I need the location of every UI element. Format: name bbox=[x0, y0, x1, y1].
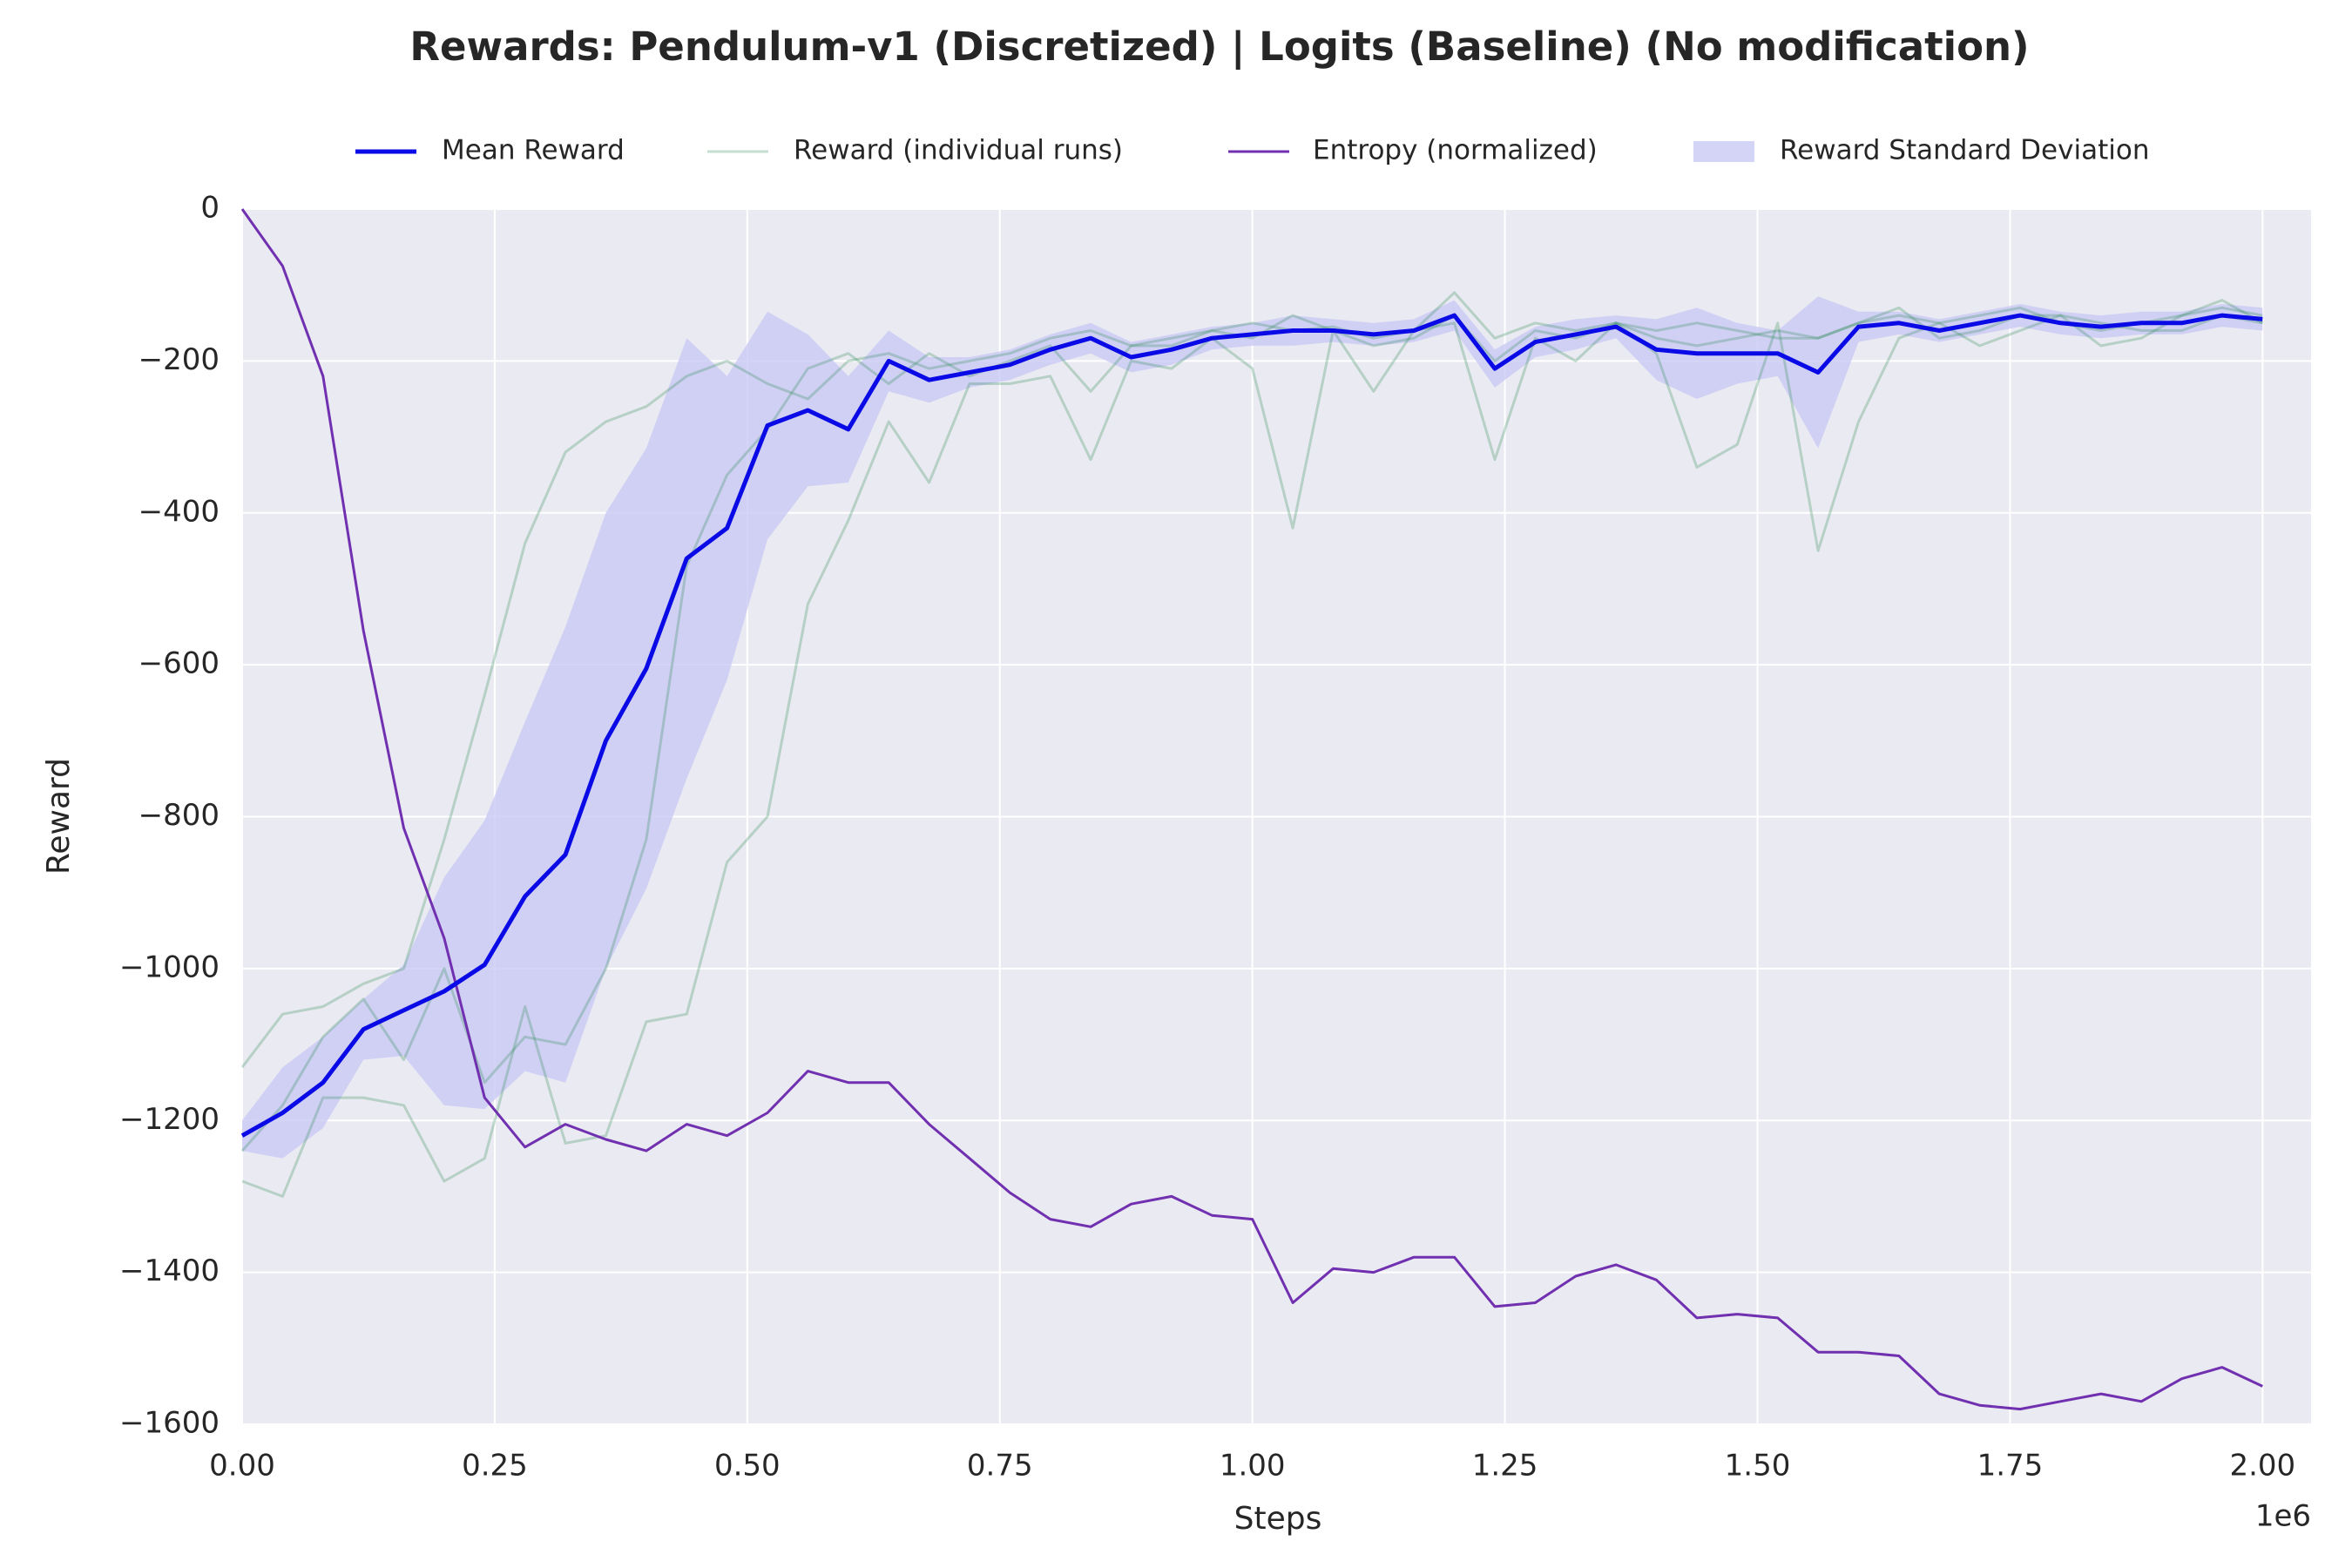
legend-swatch bbox=[1693, 141, 1754, 162]
y-tick-label: 0 bbox=[200, 191, 220, 226]
x-tick-label: 0.00 bbox=[209, 1449, 275, 1484]
x-axis-label: Steps bbox=[1234, 1501, 1322, 1537]
x-tick-label: 2.00 bbox=[2229, 1449, 2295, 1484]
legend-label: Mean Reward bbox=[442, 135, 625, 166]
x-offset-label: 1e6 bbox=[2255, 1499, 2311, 1534]
y-tick-label: −600 bbox=[139, 646, 220, 681]
chart-title: Rewards: Pendulum-v1 (Discretized) | Log… bbox=[409, 24, 2029, 70]
legend-label: Reward Standard Deviation bbox=[1780, 135, 2149, 166]
mean-line bbox=[240, 313, 2263, 1138]
legend-label: Reward (individual runs) bbox=[794, 135, 1123, 166]
y-tick-label: −200 bbox=[139, 342, 220, 377]
y-tick-label: −1600 bbox=[119, 1406, 220, 1441]
y-tick-label: −1200 bbox=[119, 1102, 220, 1137]
run-line bbox=[240, 291, 2263, 1069]
x-tick-label: 1.75 bbox=[1977, 1449, 2044, 1484]
y-tick-label: −400 bbox=[139, 494, 220, 529]
x-tick-label: 0.50 bbox=[714, 1449, 781, 1484]
y-axis-label: Reward bbox=[41, 758, 77, 875]
y-tick-label: −800 bbox=[139, 798, 220, 833]
std-band bbox=[242, 296, 2263, 1159]
x-tick-label: 0.25 bbox=[462, 1449, 528, 1484]
x-tick-label: 0.75 bbox=[967, 1449, 1033, 1484]
x-tick-label: 1.00 bbox=[1220, 1449, 1286, 1484]
y-tick-label: −1000 bbox=[119, 950, 220, 984]
legend-label: Entropy (normalized) bbox=[1313, 135, 1598, 166]
x-tick-label: 1.50 bbox=[1725, 1449, 1791, 1484]
y-tick-label: −1400 bbox=[119, 1254, 220, 1288]
x-tick-label: 1.25 bbox=[1472, 1449, 1538, 1484]
entropy-line bbox=[240, 208, 2263, 1411]
